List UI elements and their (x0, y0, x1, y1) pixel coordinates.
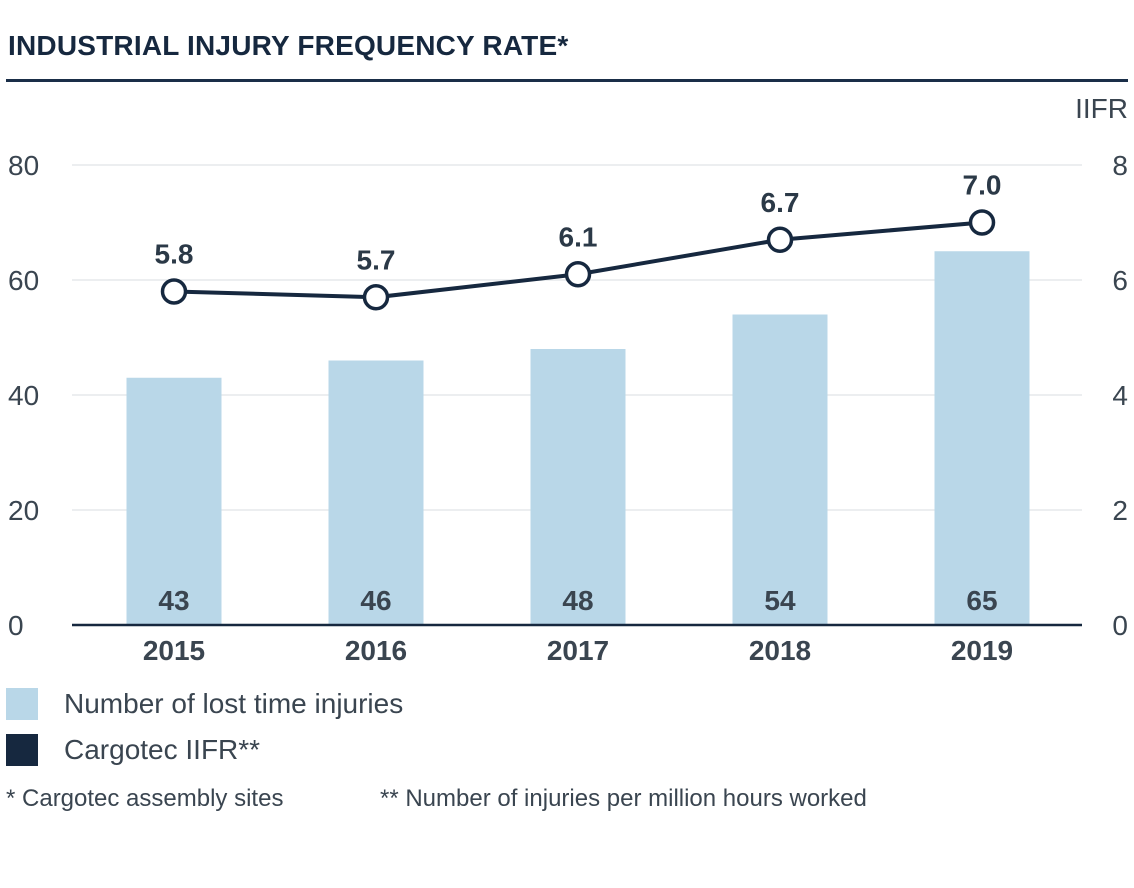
left-axis-tick-label: 40 (8, 380, 39, 411)
footnote-assembly-sites: * Cargotec assembly sites (6, 785, 284, 812)
bar (530, 349, 626, 625)
bars (126, 251, 1030, 625)
legend-item-injuries: Number of lost time injuries (6, 688, 403, 720)
iifr-point (766, 226, 794, 253)
legend-swatch-injuries (6, 688, 38, 720)
iifr-point (564, 261, 592, 288)
iifr-point (160, 278, 188, 305)
left-axis-tick-label: 80 (8, 150, 39, 181)
iifr-point (968, 209, 996, 236)
legend-item-iifr: Cargotec IIFR** (6, 734, 260, 766)
bar-value-label: 65 (966, 585, 997, 616)
title-divider (6, 79, 1128, 82)
legend-label-injuries: Number of lost time injuries (64, 688, 404, 719)
iifr-point-label: 6.1 (559, 221, 598, 252)
bar-value-label: 43 (158, 585, 189, 616)
bar (328, 360, 424, 625)
bar-value-label: 54 (764, 585, 796, 616)
legend-swatch-iifr (6, 734, 38, 766)
iifr-point-label: 5.7 (357, 244, 396, 275)
legend-label-iifr: Cargotec IIFR** (64, 734, 261, 765)
bar (732, 314, 828, 625)
right-axis-title: IIFR (1075, 93, 1128, 124)
x-axis-category-label: 2017 (547, 635, 609, 666)
iifr-point-label: 5.8 (155, 239, 194, 270)
chart-title: INDUSTRIAL INJURY FREQUENCY RATE* (8, 30, 569, 61)
x-axis-category-label: 2015 (143, 635, 205, 666)
right-axis-tick-label: 6 (1112, 265, 1128, 296)
bar-value-label: 48 (562, 585, 593, 616)
x-axis-category-label: 2016 (345, 635, 407, 666)
left-axis-tick-label: 0 (8, 610, 24, 641)
footnote-iifr-definition: ** Number of injuries per million hours … (380, 785, 867, 812)
right-axis-tick-label: 2 (1112, 495, 1128, 526)
right-axis-tick-label: 8 (1112, 150, 1128, 181)
bar (126, 377, 222, 625)
right-axis-tick-label: 4 (1112, 380, 1128, 411)
iifr-point (362, 284, 390, 311)
iifr-line (160, 209, 996, 311)
left-axis-tick-label: 20 (8, 495, 39, 526)
bar-value-label: 46 (360, 585, 391, 616)
left-axis-tick-label: 60 (8, 265, 39, 296)
iifr-point-label: 6.7 (761, 187, 800, 218)
x-axis-category-label: 2018 (749, 635, 811, 666)
right-axis-tick-label: 0 (1112, 610, 1128, 641)
bar (934, 251, 1030, 625)
iifr-point-label: 7.0 (963, 170, 1002, 201)
x-axis-category-label: 2019 (951, 635, 1013, 666)
